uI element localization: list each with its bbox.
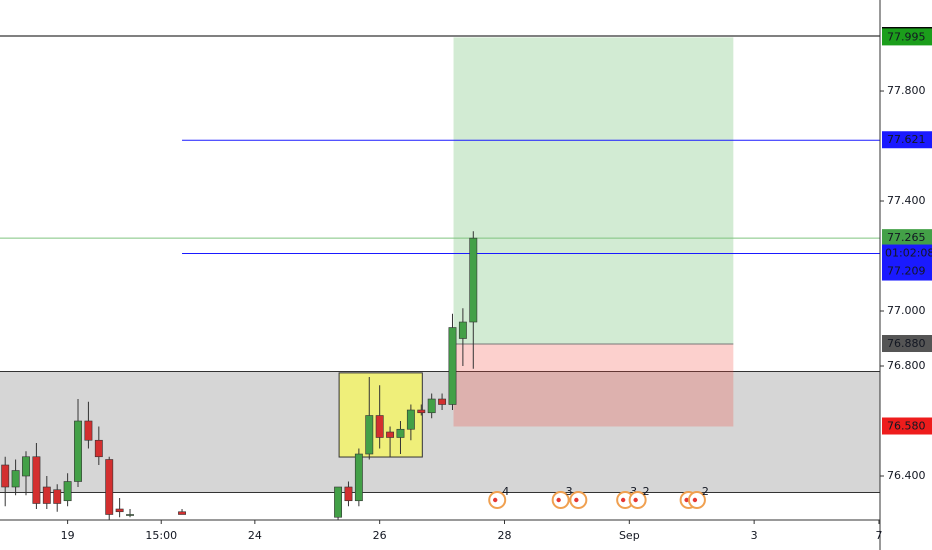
candle-body [11, 470, 20, 488]
countdown: 01:02:08 [885, 247, 932, 260]
candle-body [365, 415, 374, 455]
price-label: 77.265 [887, 231, 926, 244]
candle-body [42, 486, 51, 504]
x-tick-label: 15:00 [145, 529, 177, 542]
candle-body [32, 456, 41, 504]
candle-body [334, 486, 343, 518]
time-axis-bg [0, 520, 880, 550]
candle-body [448, 327, 457, 405]
price-label: 77.209 [887, 265, 926, 278]
y-tick-label: 76.400 [887, 469, 926, 482]
x-tick-label: 19 [61, 529, 75, 542]
candle-body [63, 481, 72, 502]
candle-body [126, 514, 134, 516]
candle-body [94, 439, 103, 458]
candle-body [469, 237, 478, 323]
price-label: 77.995 [887, 30, 926, 43]
y-tick-label: 77.400 [887, 194, 926, 207]
x-tick-label: 3 [751, 529, 758, 542]
candle-body [105, 459, 114, 515]
event-label: 2 [643, 485, 650, 498]
profit-area [453, 37, 734, 345]
event-dot [620, 497, 626, 503]
price-label-bg [882, 335, 932, 353]
candle-body [427, 398, 436, 414]
price-label: 76.880 [887, 337, 926, 350]
price-label-bg [882, 244, 932, 281]
event-dot [556, 497, 561, 503]
price-label-bg [882, 229, 932, 247]
event-label: 3 [566, 485, 573, 498]
event-label: 2 [702, 485, 709, 498]
candle-body [375, 415, 384, 438]
event-dot [692, 497, 698, 503]
y-tick-label: 77.000 [887, 304, 926, 317]
x-tick-label: 28 [497, 529, 511, 542]
event-dot [493, 497, 498, 503]
event-dot [574, 497, 579, 503]
candle-body [354, 453, 363, 502]
x-tick-label: 24 [248, 529, 262, 542]
event-label: 3 [630, 485, 637, 498]
loss-area [453, 344, 734, 427]
candle-body [438, 398, 447, 405]
candle-body [458, 321, 467, 339]
candle-body [406, 409, 415, 430]
candle-body [74, 420, 82, 482]
price-label: 76.580 [887, 420, 926, 433]
candle-body [178, 511, 186, 515]
price-label-bg [882, 28, 932, 46]
candle-body [84, 420, 93, 441]
zone [0, 371, 880, 493]
candle-body [344, 486, 353, 502]
price-label-bg [882, 417, 932, 435]
candle-body [386, 431, 395, 438]
candle-body [53, 489, 62, 504]
candle-body [22, 456, 30, 477]
x-tick-label: 7 [875, 529, 882, 542]
candle-body [417, 409, 426, 414]
event-dot [684, 497, 689, 503]
event-label: 4 [502, 485, 509, 498]
candle-body [115, 508, 124, 513]
y-tick-label: 76.800 [887, 359, 926, 372]
price-label-bg [882, 131, 932, 149]
y-tick-label: 77.800 [887, 84, 926, 97]
x-tick-label: Sep [619, 529, 640, 542]
price-label: 77.621 [887, 133, 926, 146]
x-tick-label: 26 [373, 529, 387, 542]
candle-body [1, 464, 10, 488]
candle-body [396, 428, 405, 438]
event-dot [633, 497, 638, 503]
